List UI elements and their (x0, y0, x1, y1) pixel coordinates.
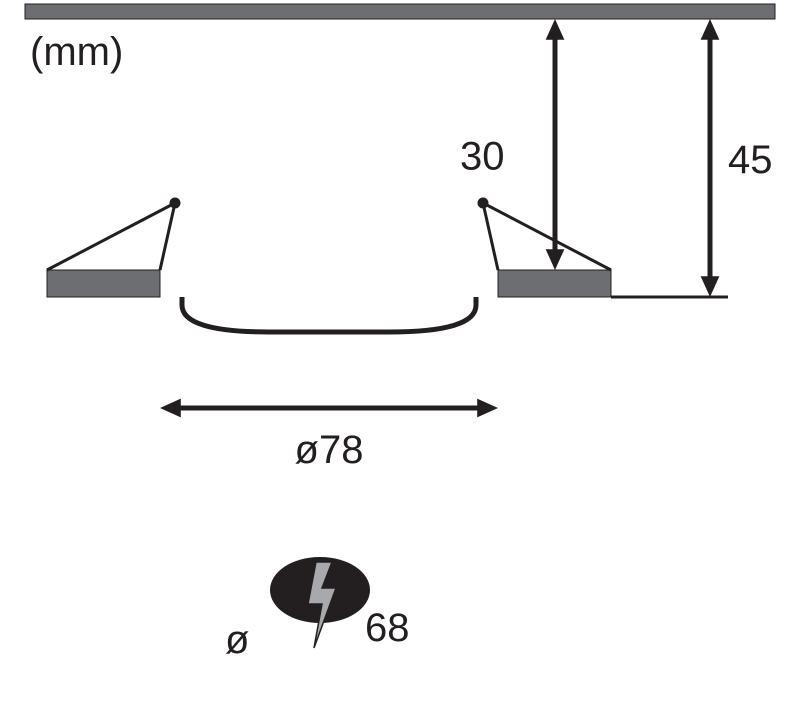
outer-diameter-label: ø78 (295, 428, 364, 472)
spring-clip-right (483, 203, 611, 270)
flange-right (498, 270, 611, 297)
spring-clip-left (47, 203, 175, 270)
depth-30-label: 30 (460, 135, 505, 179)
cutout-diameter-value: 68 (365, 606, 410, 650)
depth-45-label: 45 (728, 138, 773, 182)
dimension-diagram: (mm) ø78 30 45 ø 68 (0, 0, 800, 714)
cutout-diameter-symbol: ø (225, 618, 249, 662)
lamp-housing-arc (182, 297, 476, 332)
unit-label: (mm) (30, 30, 123, 74)
ceiling-bar (25, 4, 775, 19)
flange-left (47, 270, 160, 297)
